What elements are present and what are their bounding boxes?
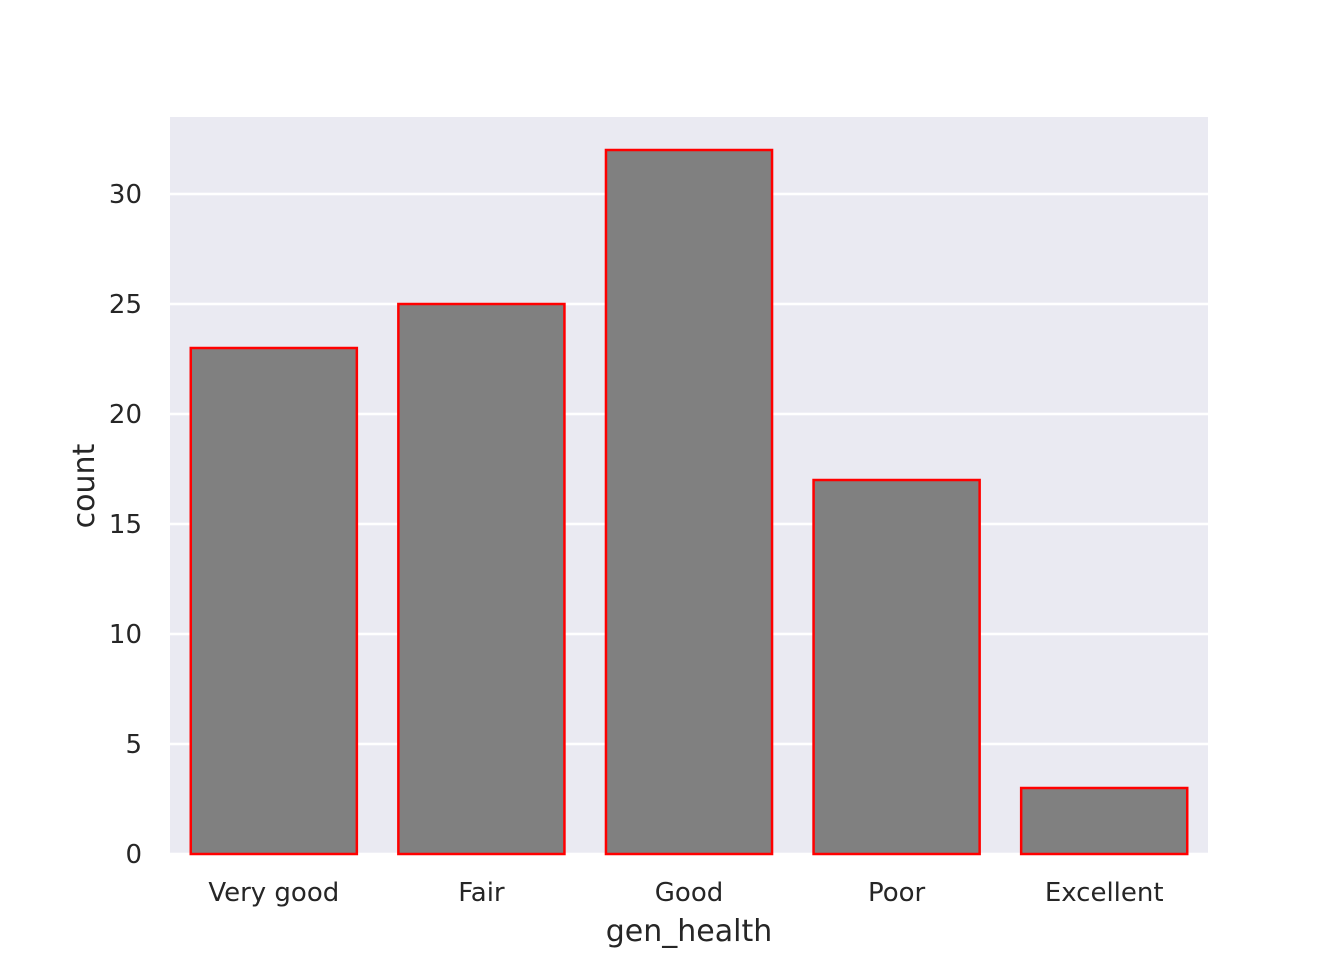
y-tick-label-0: 0 (125, 840, 142, 870)
bar-good (604, 148, 774, 856)
y-tick-label-20: 20 (109, 400, 142, 430)
bar-fair (397, 302, 566, 856)
y-tick-labels: 0 5 10 15 20 25 30 (109, 180, 142, 870)
bars (189, 148, 1189, 856)
x-axis-title: gen_health (606, 914, 772, 949)
x-tick-label-fair: Fair (458, 878, 505, 908)
y-tick-label-5: 5 (125, 730, 142, 760)
y-tick-label-10: 10 (109, 620, 142, 650)
bar-poor (812, 478, 981, 856)
y-tick-label-30: 30 (109, 180, 142, 210)
y-axis-title: count (67, 443, 102, 528)
y-tick-label-25: 25 (109, 290, 142, 320)
bar-excellent (1019, 786, 1189, 856)
x-tick-label-excellent: Excellent (1045, 878, 1164, 908)
x-tick-label-poor: Poor (868, 878, 926, 908)
y-tick-label-15: 15 (109, 510, 142, 540)
x-tick-label-good: Good (655, 878, 723, 908)
bar-very-good (189, 346, 359, 856)
x-tick-labels: Very good Fair Good Poor Excellent (208, 878, 1163, 908)
x-tick-label-very-good: Very good (208, 878, 339, 908)
